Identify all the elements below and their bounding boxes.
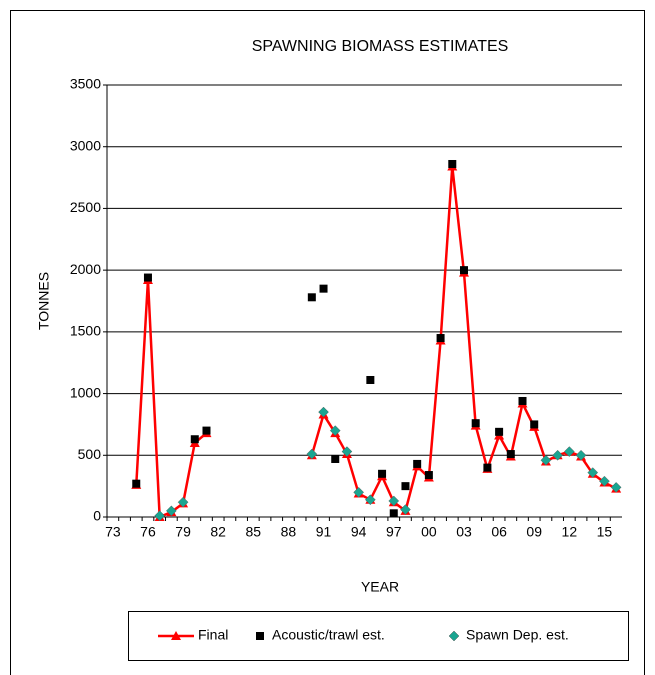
point <box>530 420 539 429</box>
point <box>575 449 587 461</box>
point <box>378 469 387 478</box>
x-tick-label: 09 <box>526 524 542 540</box>
x-tick-label: 76 <box>140 524 156 540</box>
point <box>400 504 411 515</box>
point <box>366 375 375 384</box>
x-tick-label: 03 <box>456 524 472 540</box>
point <box>389 509 398 518</box>
x-tick-label: 00 <box>421 524 437 540</box>
point <box>353 486 365 498</box>
point <box>319 284 328 293</box>
x-tick-label: 85 <box>246 524 262 540</box>
point <box>166 505 177 517</box>
point <box>154 510 166 522</box>
point <box>190 435 199 444</box>
point <box>413 459 422 468</box>
x-tick-label: 88 <box>281 524 297 540</box>
legend-label: Spawn Dep. est. <box>466 627 569 643</box>
x-tick-label: 94 <box>351 524 367 540</box>
legend-label: Final <box>198 627 228 643</box>
point <box>483 463 492 472</box>
point <box>364 494 376 506</box>
y-tick-label: 3500 <box>70 76 101 92</box>
x-tick-label: 12 <box>562 524 578 540</box>
point <box>552 449 563 461</box>
point <box>177 496 189 508</box>
point <box>459 266 468 275</box>
point <box>132 479 141 488</box>
point <box>518 396 527 405</box>
point <box>329 425 341 436</box>
point <box>318 406 329 418</box>
y-tick-label: 2000 <box>70 261 101 277</box>
point <box>599 475 610 487</box>
point <box>401 482 410 491</box>
y-tick-label: 1000 <box>70 384 101 400</box>
y-tick-label: 3000 <box>70 137 101 153</box>
x-tick-label: 82 <box>210 524 226 540</box>
y-tick-label: 1500 <box>70 323 101 339</box>
point <box>202 426 211 435</box>
legend-marker <box>171 631 181 640</box>
point <box>307 293 316 302</box>
x-tick-label: 97 <box>386 524 402 540</box>
chart-frame <box>10 10 645 675</box>
y-axis-label: TONNES <box>36 272 52 330</box>
point <box>587 467 599 478</box>
x-tick-label: 79 <box>175 524 191 540</box>
y-tick-label: 0 <box>93 508 101 524</box>
point <box>143 273 152 282</box>
point <box>341 446 353 457</box>
point <box>306 448 318 460</box>
point <box>388 495 400 507</box>
x-tick-label: 73 <box>105 524 121 540</box>
point <box>436 334 445 343</box>
legend-label: Acoustic/trawl est. <box>272 627 385 643</box>
point <box>471 419 480 428</box>
point <box>448 159 457 168</box>
chart-title: SPAWNING BIOMASS ESTIMATES <box>252 38 509 55</box>
point <box>610 482 622 493</box>
point <box>331 454 340 463</box>
x-tick-label: 06 <box>491 524 507 540</box>
y-tick-label: 2500 <box>70 199 101 215</box>
point <box>563 446 575 457</box>
point <box>495 427 504 436</box>
x-tick-label: 15 <box>597 524 613 540</box>
y-tick-label: 500 <box>78 446 102 462</box>
point <box>540 454 552 466</box>
x-tick-label: 91 <box>316 524 332 540</box>
x-axis-label: YEAR <box>361 579 399 595</box>
point <box>424 471 433 480</box>
legend-marker <box>256 632 264 640</box>
point <box>506 450 515 459</box>
legend <box>128 611 629 661</box>
legend-marker <box>448 630 460 642</box>
